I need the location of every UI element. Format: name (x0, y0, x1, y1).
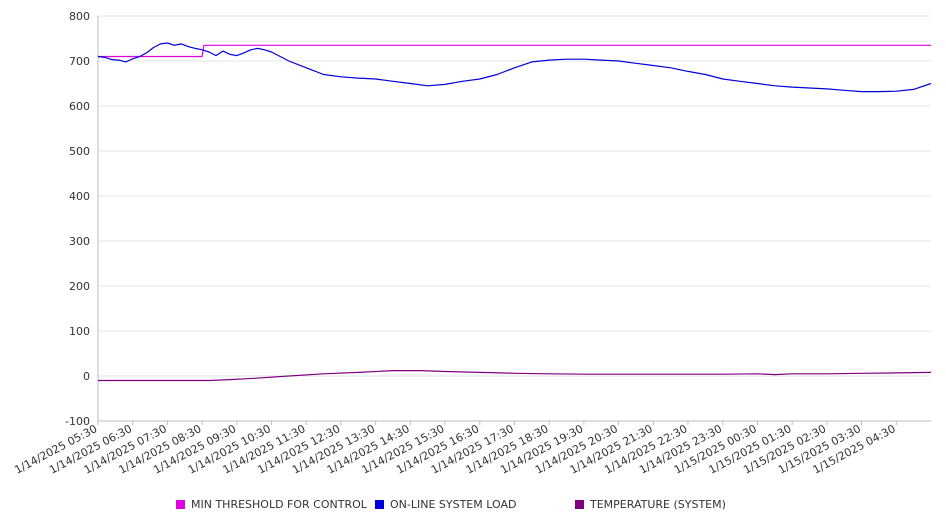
series-line-temperature (98, 370, 932, 382)
y-tick-label: 0 (83, 370, 90, 383)
legend-swatch-system-load (375, 500, 384, 509)
legend-label-temperature: TEMPERATURE (SYSTEM) (590, 498, 726, 511)
series-lines (97, 42, 932, 382)
y-axis: 800 700 600 500 400 300 200 100 0 -100 (65, 10, 99, 428)
legend-label-system-load: ON-LINE SYSTEM LOAD (390, 498, 517, 511)
y-tick-label: 300 (69, 235, 90, 248)
y-tick-label: 800 (69, 10, 90, 23)
series-line-system-load (97, 42, 932, 93)
y-tick-label: 500 (69, 145, 90, 158)
x-axis: 1/14/2025 05:301/14/2025 06:301/14/2025 … (12, 420, 931, 477)
series-line-min-threshold (98, 44, 931, 58)
y-tick-label: -100 (65, 415, 90, 428)
legend-swatch-temperature (575, 500, 584, 509)
grid-lines (98, 15, 931, 422)
legend-item-system-load: ON-LINE SYSTEM LOAD (375, 498, 516, 511)
legend: MIN THRESHOLD FOR CONTROL ON-LINE SYSTEM… (0, 498, 946, 514)
y-tick-label: 600 (69, 100, 90, 113)
y-tick-label: 400 (69, 190, 90, 203)
y-tick-label: 100 (69, 325, 90, 338)
y-tick-label: 200 (69, 280, 90, 293)
legend-label-min-threshold: MIN THRESHOLD FOR CONTROL (191, 498, 367, 511)
legend-item-min-threshold: MIN THRESHOLD FOR CONTROL (176, 498, 367, 511)
y-tick-label: 700 (69, 55, 90, 68)
legend-swatch-min-threshold (176, 500, 185, 509)
legend-item-temperature: TEMPERATURE (SYSTEM) (575, 498, 726, 511)
